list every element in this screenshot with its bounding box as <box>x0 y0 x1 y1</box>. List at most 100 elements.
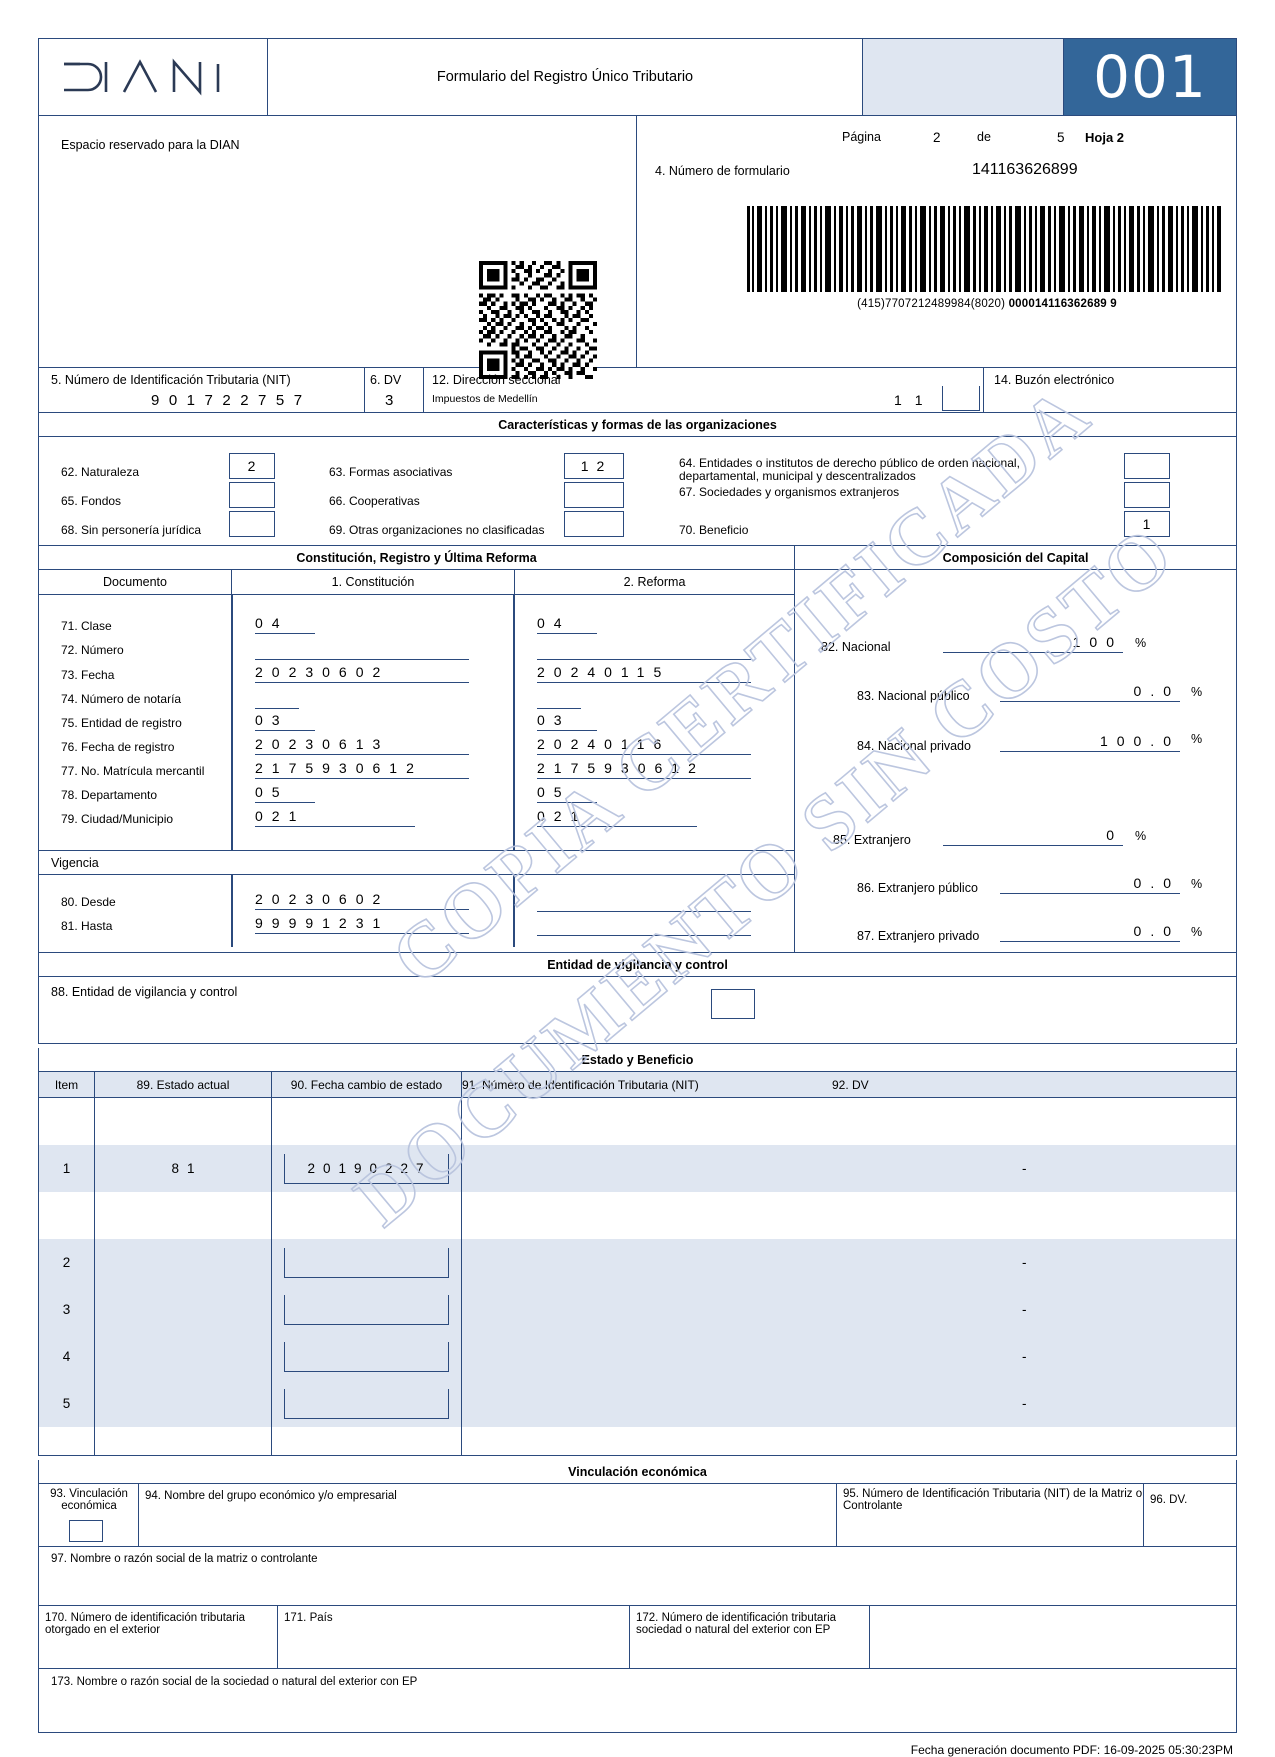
field-86-value[interactable]: 0.0 <box>1000 875 1180 894</box>
form-code: 001 <box>1064 39 1236 115</box>
row-3-estado[interactable] <box>95 1286 272 1333</box>
row-2-fecha-cell <box>272 1239 462 1286</box>
field-88-value[interactable] <box>711 989 755 1019</box>
buzon-prefix-value[interactable]: 11 <box>894 392 937 408</box>
estado-col-fecha: 90. Fecha cambio de estado <box>272 1072 462 1097</box>
identification-row: 5. Número de Identificación Tributaria (… <box>38 368 1237 413</box>
field-81-constitucion[interactable]: 99991231 <box>255 915 469 934</box>
estado-col-estado: 89. Estado actual <box>95 1072 272 1097</box>
row-4-fecha[interactable] <box>284 1341 449 1372</box>
de-label: de <box>977 130 991 144</box>
field-79-constitucion[interactable]: 021 <box>255 808 415 827</box>
row-5-estado[interactable] <box>95 1380 272 1427</box>
row-5-fecha[interactable] <box>284 1388 449 1419</box>
field-84-value[interactable]: 100.0 <box>1000 733 1180 752</box>
field-87-value[interactable]: 0.0 <box>1000 923 1180 942</box>
table-row[interactable]: 2 - <box>39 1239 1236 1286</box>
field-173-cell[interactable]: 173. Nombre o razón social de la socieda… <box>39 1669 1236 1732</box>
row-3-fecha[interactable] <box>284 1294 449 1325</box>
dv-value[interactable]: 3 <box>385 392 394 409</box>
vinculacion-section: Vinculación económica 93. Vinculación ec… <box>38 1460 1237 1733</box>
field-93-value[interactable] <box>69 1520 103 1542</box>
field-76-constitucion[interactable]: 20230613 <box>255 736 469 755</box>
table-row[interactable]: 3 - <box>39 1286 1236 1333</box>
field-75-reforma[interactable]: 03 <box>537 712 597 731</box>
field-77-constitucion[interactable]: 2175930612 <box>255 760 469 779</box>
field-70-label: 70. Beneficio <box>679 523 749 537</box>
field-83-value[interactable]: 0.0 <box>1000 683 1180 702</box>
field-96-cell[interactable]: 96. DV. <box>1144 1484 1236 1546</box>
row-3-item: 3 <box>39 1286 95 1333</box>
vigilancia-body: 88. Entidad de vigilancia y control <box>39 977 1236 1043</box>
table-row[interactable]: 1 81 20190227 - <box>39 1145 1236 1192</box>
row-1-fecha[interactable]: 20190227 <box>284 1153 449 1184</box>
row-4-estado[interactable] <box>95 1333 272 1380</box>
qr-code <box>479 261 597 384</box>
field-88-label: 88. Entidad de vigilancia y control <box>51 985 238 999</box>
field-97-cell[interactable]: 97. Nombre o razón social de la matriz o… <box>39 1547 1236 1606</box>
field-76-reforma[interactable]: 20240116 <box>537 736 751 755</box>
estado-section: Estado y Beneficio Item 89. Estado actua… <box>38 1048 1237 1456</box>
row-2-estado[interactable] <box>95 1239 272 1286</box>
table-row[interactable]: 4 - <box>39 1333 1236 1380</box>
field-79-reforma[interactable]: 021 <box>537 808 697 827</box>
field-171-cell[interactable]: 171. País <box>278 1606 630 1668</box>
seccional-value[interactable]: Impuestos de Medellín <box>432 393 538 405</box>
row-1-nit[interactable] <box>462 1145 832 1192</box>
field-74-reforma[interactable] <box>537 688 581 709</box>
row-5-nit[interactable] <box>462 1380 832 1427</box>
field-72-constitucion[interactable] <box>255 639 469 660</box>
field-93-label: 93. Vinculación económica <box>50 1488 128 1512</box>
field-80-reforma[interactable] <box>537 891 751 912</box>
field-73-constitucion[interactable]: 20230602 <box>255 664 469 683</box>
field-68-value[interactable] <box>229 511 275 537</box>
field-71-label: 71. Clase <box>61 619 112 633</box>
field-75-constitucion[interactable]: 03 <box>255 712 315 731</box>
row-4-fecha-cell <box>272 1333 462 1380</box>
field-172-cell[interactable]: 172. Número de identificación tributaria… <box>630 1606 870 1668</box>
table-row[interactable]: 5 - <box>39 1380 1236 1427</box>
field-72-reforma[interactable] <box>537 639 751 660</box>
field-67-value[interactable] <box>1124 482 1170 508</box>
field-63-value[interactable]: 12 <box>564 453 624 479</box>
constitution-title-cell: Constitución, Registro y Última Reforma <box>39 546 795 569</box>
field-62-value[interactable]: 2 <box>229 453 275 479</box>
field-73-reforma[interactable]: 20240115 <box>537 664 751 683</box>
field-77-reforma[interactable]: 2175930612 <box>537 760 751 779</box>
nit-value[interactable]: 901722757 <box>151 392 312 409</box>
row-3-nit[interactable] <box>462 1286 832 1333</box>
field-95-cell[interactable]: 95. Número de Identificación Tributaria … <box>837 1484 1144 1546</box>
row-4-nit[interactable] <box>462 1333 832 1380</box>
pagina-label: Página <box>842 130 881 144</box>
field-81-reforma[interactable] <box>537 915 751 936</box>
field-170-cell[interactable]: 170. Número de identificación tributaria… <box>39 1606 278 1668</box>
buzon-input-box[interactable] <box>942 386 980 411</box>
field-85-value[interactable]: 0 <box>943 827 1123 846</box>
field-94-cell[interactable]: 94. Nombre del grupo económico y/o empre… <box>139 1484 837 1546</box>
dian-logo-svg <box>64 58 220 96</box>
field-95-label: 95. Número de Identificación Tributaria … <box>843 1488 1143 1512</box>
field-74-constitucion[interactable] <box>255 688 299 709</box>
field-71-reforma[interactable]: 04 <box>537 615 597 634</box>
vig-divider-1 <box>231 875 233 947</box>
field-65-value[interactable] <box>229 482 275 508</box>
form-title: Formulario del Registro Único Tributario <box>268 39 863 115</box>
field-78-reforma[interactable]: 05 <box>537 784 597 803</box>
field-69-value[interactable] <box>564 511 624 537</box>
row-2-nit[interactable] <box>462 1239 832 1286</box>
field-65-label: 65. Fondos <box>61 494 122 508</box>
field-78-constitucion[interactable]: 05 <box>255 784 315 803</box>
capital-title: Composición del Capital <box>942 551 1089 565</box>
field-81-label: 81. Hasta <box>61 919 113 933</box>
constitution-column-headers: Documento 1. Constitución 2. Reforma <box>39 570 794 595</box>
field-64-value[interactable] <box>1124 453 1170 479</box>
field-66-value[interactable] <box>564 482 624 508</box>
field-76-label: 76. Fecha de registro <box>61 740 175 754</box>
row-2-fecha[interactable] <box>284 1247 449 1278</box>
field-82-value[interactable]: 100 <box>943 634 1123 653</box>
field-172-value-cell[interactable] <box>870 1606 1236 1668</box>
field-71-constitucion[interactable]: 04 <box>255 615 315 634</box>
field-80-constitucion[interactable]: 20230602 <box>255 891 469 910</box>
field-70-value[interactable]: 1 <box>1124 511 1170 537</box>
row-1-estado[interactable]: 81 <box>95 1145 272 1192</box>
